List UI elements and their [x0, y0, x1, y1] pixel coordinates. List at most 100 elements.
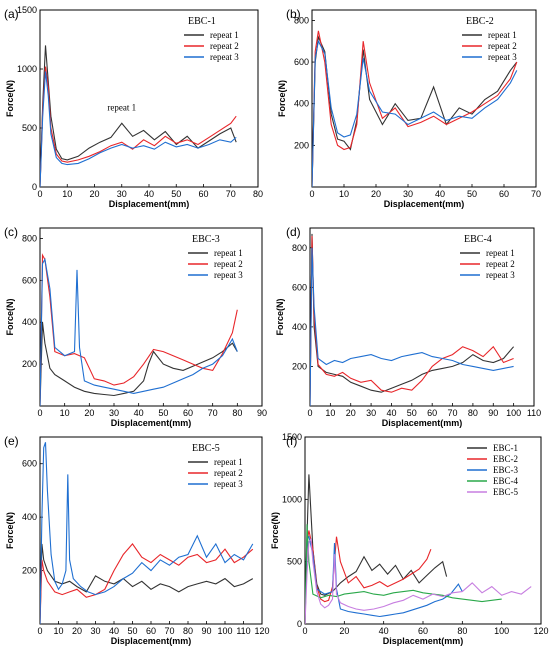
x-tick-label: 70 [531, 189, 541, 199]
y-tick-label: 1500 [17, 5, 37, 15]
panel-label: (a) [4, 7, 19, 21]
y-tick-label: 200 [294, 140, 309, 150]
x-tick-label: 60 [198, 189, 208, 199]
legend-entry: repeat 2 [214, 259, 243, 269]
series-line-repeat-1 [310, 233, 515, 406]
x-tick-label: 90 [201, 626, 211, 636]
series-line-repeat-1 [40, 543, 254, 624]
series-line-repeat-1 [312, 35, 518, 187]
x-tick-label: 70 [164, 626, 174, 636]
y-tick-label: 500 [22, 123, 37, 133]
panel-title: EBC-2 [466, 16, 494, 27]
legend-entry: repeat 2 [210, 41, 239, 51]
legend-entry: repeat 3 [486, 270, 515, 280]
legend-entry: EBC-5 [493, 487, 519, 497]
legend-entry: repeat 1 [210, 30, 239, 40]
x-axis-label: Displacement(mm) [111, 418, 192, 428]
y-tick-label: 0 [297, 619, 302, 629]
y-tick-label: 400 [22, 317, 37, 327]
x-tick-label: 40 [435, 189, 445, 199]
panel-title: EBC-1 [188, 16, 216, 27]
x-tick-label: 0 [37, 408, 42, 418]
x-tick-label: 40 [109, 626, 119, 636]
x-tick-label: 0 [307, 408, 312, 418]
x-tick-label: 20 [84, 408, 94, 418]
x-tick-label: 0 [37, 189, 42, 199]
x-tick-label: 10 [325, 408, 335, 418]
x-tick-label: 0 [309, 189, 314, 199]
x-tick-label: 100 [217, 626, 232, 636]
panel-label: (d) [286, 225, 301, 239]
x-tick-label: 60 [499, 189, 509, 199]
x-tick-label: 110 [527, 408, 541, 418]
y-tick-label: 1500 [282, 432, 302, 442]
panel-b: (b) 0 10 20 30 40 50 60 70 200 400 600 800 Displaceme… [277, 7, 541, 209]
x-tick-label: 40 [144, 189, 154, 199]
legend-entry: EBC-3 [493, 465, 519, 475]
x-tick-label: 50 [171, 189, 181, 199]
panel-f: (f) 0 20 40 60 80 100 120 0 500 1000 1500 Displaceme… [270, 432, 549, 646]
series-line-ebc-5 [305, 537, 532, 624]
x-tick-label: 50 [158, 408, 168, 418]
y-tick-label: 400 [292, 322, 307, 332]
legend-entry: repeat 3 [488, 52, 517, 62]
x-tick-label: 80 [232, 408, 242, 418]
plot-frame [309, 227, 535, 407]
legend-entry: repeat 3 [214, 479, 243, 489]
legend-entry: EBC-1 [493, 443, 518, 453]
legend-entry: EBC-4 [493, 476, 519, 486]
legend-entry: repeat 1 [214, 248, 243, 258]
legend-entry: repeat 1 [214, 457, 243, 467]
x-tick-label: 120 [533, 626, 548, 636]
y-tick-label: 500 [287, 557, 302, 567]
x-tick-label: 40 [134, 408, 144, 418]
plot-frame [39, 227, 263, 407]
legend-entry: repeat 1 [486, 248, 515, 258]
y-axis-label: Force(N) [275, 298, 285, 335]
y-tick-label: 800 [22, 233, 37, 243]
series-line-repeat-2 [312, 30, 518, 187]
y-tick-label: 200 [22, 359, 37, 369]
series-line-repeat-3 [40, 442, 254, 624]
x-axis-label: Displacement(mm) [109, 199, 190, 209]
x-tick-label: 30 [109, 408, 119, 418]
x-tick-label: 80 [468, 408, 478, 418]
series-line-repeat-1 [40, 45, 237, 187]
x-axis-label: Displacement(mm) [111, 636, 192, 646]
x-tick-label: 30 [90, 626, 100, 636]
series-line-repeat-3 [40, 71, 237, 187]
x-tick-label: 0 [37, 626, 42, 636]
y-axis-label: Force(N) [5, 298, 15, 335]
x-tick-label: 20 [346, 408, 356, 418]
series-line-repeat-2 [310, 235, 514, 406]
y-axis-label: Force(N) [277, 80, 287, 117]
x-tick-label: 70 [448, 408, 458, 418]
x-tick-label: 70 [208, 408, 218, 418]
series-line-ebc-3 [305, 535, 463, 624]
panel-e: (e) 0 10 20 30 40 50 60 70 80 90 100 110 120 200 400 600… [4, 434, 270, 646]
x-tick-label: 90 [488, 408, 498, 418]
x-tick-label: 10 [53, 626, 63, 636]
y-tick-label: 200 [22, 566, 37, 576]
legend-entry: repeat 2 [488, 41, 517, 51]
x-tick-label: 100 [494, 626, 509, 636]
y-tick-label: 1000 [282, 494, 302, 504]
panel-title: EBC-3 [192, 234, 220, 245]
x-tick-label: 20 [339, 626, 349, 636]
y-axis-label: Force(N) [5, 512, 15, 549]
panel-d: (d) 0 10 20 30 40 50 60 70 80 90 100 110 200 400 600 800… [275, 225, 541, 428]
x-tick-label: 60 [183, 408, 193, 418]
y-tick-label: 400 [294, 99, 309, 109]
y-axis-label: Force(N) [5, 80, 15, 117]
x-tick-label: 80 [457, 626, 467, 636]
x-tick-label: 20 [371, 189, 381, 199]
series-line-repeat-2 [40, 543, 254, 624]
x-tick-label: 70 [226, 189, 236, 199]
legend-entry: EBC-2 [493, 454, 518, 464]
x-tick-label: 90 [257, 408, 267, 418]
series-line-repeat-2 [40, 66, 237, 187]
x-tick-label: 60 [418, 626, 428, 636]
legend-entry: repeat 2 [486, 259, 515, 269]
panel-label: (f) [286, 434, 297, 448]
